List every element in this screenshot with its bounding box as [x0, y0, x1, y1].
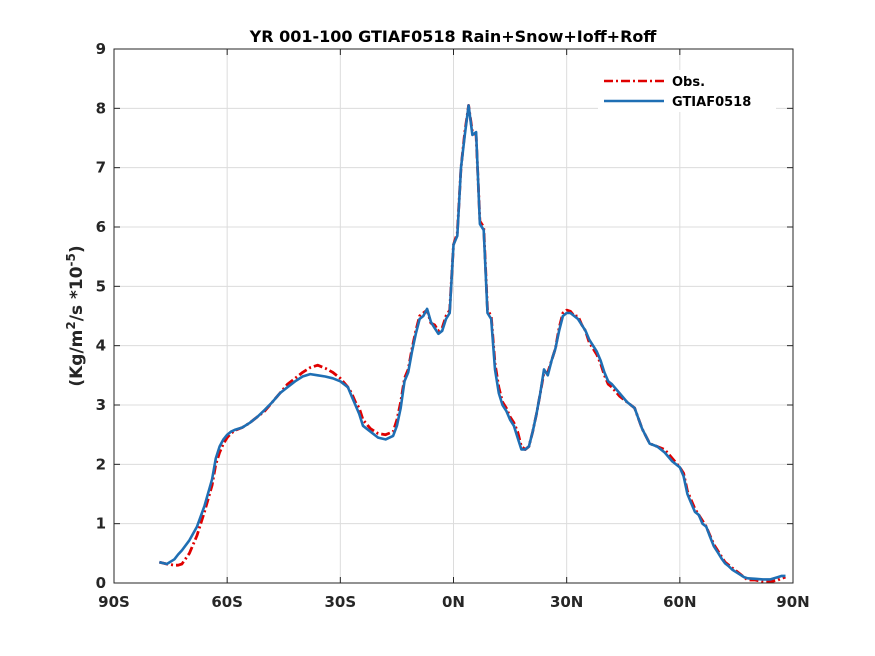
y-axis-label-mid: /s *10 [67, 266, 87, 321]
y-tick-label: 4 [96, 337, 106, 355]
y-axis-label-sup2: -5 [64, 253, 78, 266]
y-axis-label-main: (Kg/m [67, 330, 87, 387]
y-tick-label: 0 [96, 574, 106, 592]
y-tick-label: 7 [96, 159, 106, 177]
y-axis-label-sup1: 2 [64, 321, 78, 329]
y-tick-label: 6 [96, 218, 106, 236]
legend: Obs. GTIAF0518 [598, 70, 776, 112]
y-tick-label: 5 [96, 277, 106, 295]
axis-ticks [113, 48, 794, 584]
x-tick-label: 60N [663, 593, 696, 611]
y-tick-label: 9 [96, 40, 106, 58]
legend-label-model: GTIAF0518 [672, 95, 751, 110]
chart-title: YR 001-100 GTIAF0518 Rain+Snow+Ioff+Roff [249, 27, 658, 46]
y-tick-label: 3 [96, 396, 106, 414]
x-tick-label: 90N [776, 593, 809, 611]
y-tick-label: 2 [96, 455, 106, 473]
y-tick-label: 8 [96, 99, 106, 117]
y-axis-label-end: ) [67, 245, 87, 253]
legend-label-obs: Obs. [672, 75, 705, 90]
y-axis: 0 1 2 3 4 5 6 7 8 9 [96, 40, 106, 592]
x-tick-label: 60S [211, 593, 243, 611]
series-layer [158, 104, 786, 584]
x-tick-label: 30N [550, 593, 583, 611]
x-tick-label: 90S [98, 593, 130, 611]
x-axis: 90S 60S 30S 0N 30N 60N 90N [98, 593, 810, 611]
y-tick-label: 1 [96, 515, 106, 533]
legend-background [598, 70, 776, 112]
series-line-model [158, 104, 786, 581]
x-tick-label: 0N [442, 593, 465, 611]
y-axis-label: (Kg/m2/s *10-5) [64, 245, 87, 386]
x-tick-label: 30S [324, 593, 356, 611]
